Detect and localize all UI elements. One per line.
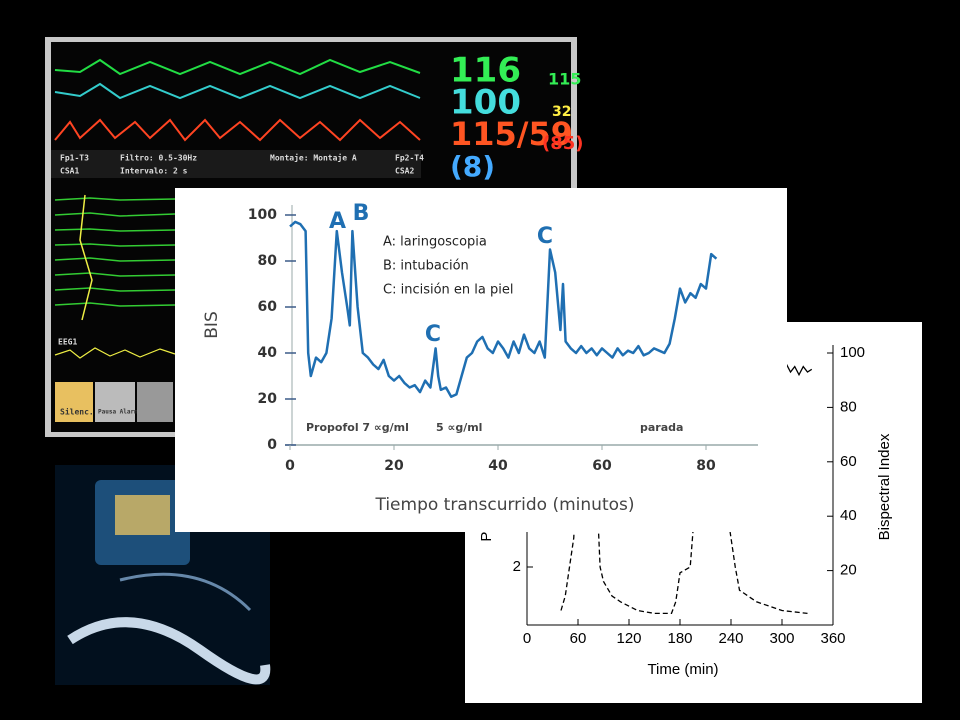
hr-value: 116 xyxy=(450,51,521,91)
monitor-label: CSA1 xyxy=(60,167,79,176)
sensor-cable xyxy=(119,572,252,612)
phase-label: Propofol 7 ∝g/ml xyxy=(306,421,409,434)
y-tick-label: 60 xyxy=(258,299,278,315)
y-tick-label: 0 xyxy=(267,437,277,453)
phase-label: parada xyxy=(640,421,683,434)
x-tick-label: 300 xyxy=(769,630,794,647)
sensor-strip xyxy=(67,617,271,685)
y2-tick-label: 80 xyxy=(840,398,857,415)
monitor-button xyxy=(137,382,173,422)
y2-tick-label: 20 xyxy=(840,562,857,579)
x-tick-label: 40 xyxy=(488,458,508,474)
event-letter: A xyxy=(329,209,346,234)
monitor-label: Pausa Alarmas xyxy=(98,409,145,416)
ecg-wave xyxy=(54,58,421,76)
pvc-value: (8) xyxy=(450,150,495,183)
legend-text: C: incisión en la piel xyxy=(383,283,513,298)
phase-label: 5 ∝g/ml xyxy=(436,421,482,434)
x-tick-label: 180 xyxy=(667,630,692,647)
monitor-label: EEG1 xyxy=(58,338,77,347)
y-axis-title: BIS xyxy=(202,311,222,338)
y2-tick-label: 60 xyxy=(840,453,857,470)
event-letter: C xyxy=(537,224,553,249)
pulse-value: 115 xyxy=(548,70,581,89)
legend-text: A: laringoscopia xyxy=(383,235,487,250)
x-axis-title: Time (min) xyxy=(647,661,718,678)
y-tick-label: 2 xyxy=(513,558,521,575)
chart-panel xyxy=(175,188,787,532)
x-tick-label: 0 xyxy=(523,630,531,647)
silence-button xyxy=(55,382,93,422)
monitor-label: CSA2 xyxy=(395,167,414,176)
monitor-label: Silenc. xyxy=(60,407,94,417)
y-tick-label: 40 xyxy=(258,345,278,361)
y-tick-label: 100 xyxy=(248,207,277,223)
eeg-header xyxy=(51,150,421,178)
event-letter: B xyxy=(353,201,370,226)
art-wave xyxy=(54,118,421,142)
y-tick-label: 80 xyxy=(258,253,278,269)
x-tick-label: 360 xyxy=(820,630,845,647)
y-tick-label: 20 xyxy=(258,391,278,407)
x-axis-title: Tiempo transcurrido (minutos) xyxy=(374,495,634,515)
monitor-label: Montaje: Montaje A xyxy=(270,153,357,163)
y2-axis-title: Bispectral Index xyxy=(876,433,893,540)
spo2-value: 100 xyxy=(450,83,521,123)
front-chart: 0 20 40 60 80 100 0 20 40 60 80 BIS Tiempo transcurr… xyxy=(175,188,787,532)
fr-value: 32 xyxy=(552,104,571,120)
x-tick-label: 60 xyxy=(570,630,587,647)
bis-line xyxy=(289,220,718,398)
spo2-wave xyxy=(54,82,421,100)
legend-text: B: intubación xyxy=(383,259,469,274)
art-value: 115/59 xyxy=(450,115,573,153)
x-tick-label: 20 xyxy=(384,458,404,474)
eeg1-wave xyxy=(54,347,176,359)
x-tick-label: 80 xyxy=(696,458,716,474)
y2-tick-label: 100 xyxy=(840,344,865,361)
monitor-label: Fp1-T3 xyxy=(60,154,89,163)
monitor-label: Intervalo: 2 s xyxy=(120,167,188,176)
x-tick-label: 240 xyxy=(718,630,743,647)
art-mean: (85) xyxy=(542,133,584,154)
event-letter: C xyxy=(425,322,441,347)
y2-tick-label: 40 xyxy=(840,507,857,524)
monitor-label: Fp2-T4 xyxy=(395,154,424,163)
eeg-traces xyxy=(54,194,176,321)
device-screen xyxy=(115,495,170,535)
x-tick-label: 0 xyxy=(285,458,295,474)
monitor-label: Filtro: 0.5-30Hz xyxy=(120,153,197,163)
pause-button xyxy=(95,382,135,422)
x-tick-label: 60 xyxy=(592,458,612,474)
x-tick-label: 120 xyxy=(616,630,641,647)
